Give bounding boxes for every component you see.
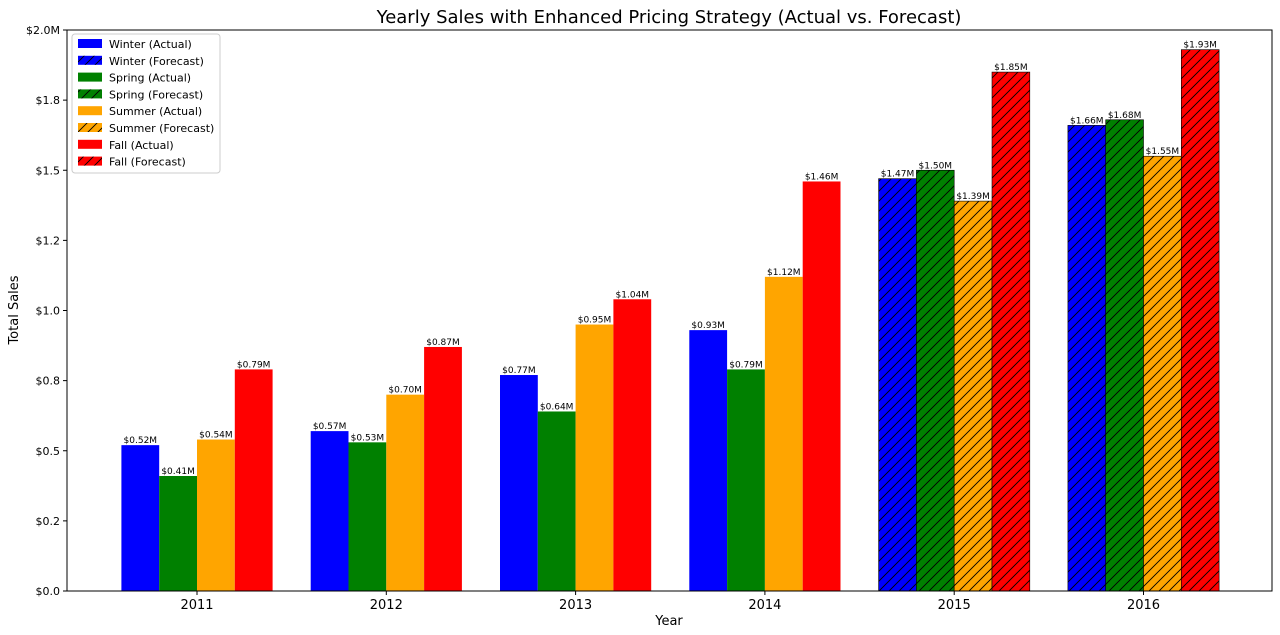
legend-entry-label: Summer (Actual): [109, 105, 202, 118]
legend: Winter (Actual) Winter (Forecast) Spring (…: [71, 33, 221, 174]
legend-entry-label: Winter (Actual): [109, 38, 192, 51]
y-tick-label: $0.8: [36, 375, 61, 388]
y-tick-label: $0.5: [36, 445, 61, 458]
bar-spring-2012: [348, 442, 387, 591]
bar-value-label: $1.68M: [1108, 111, 1142, 121]
bar-hatch-fall-2016: [1181, 49, 1220, 591]
bar-hatch-fall-2015: [992, 72, 1030, 591]
x-tick-label: 2015: [938, 598, 971, 613]
bar-hatch-summer-2015: [954, 201, 992, 592]
y-tick-label: $1.5: [36, 164, 61, 177]
bar-value-label: $0.70M: [388, 386, 422, 396]
bar-value-label: $0.77M: [502, 366, 536, 376]
legend-swatch-winter-actual: [78, 39, 102, 48]
x-tick-label: 2011: [180, 598, 213, 613]
legend-entry-label: Summer (Forecast): [109, 122, 214, 135]
bar-summer-2012: [386, 394, 425, 591]
bar-labels-group: $0.52M $0.41M $0.54M $0.79M $0.57M $0.53M $0.7…: [124, 41, 1217, 477]
legend-swatch-hatch: [78, 123, 102, 132]
y-tick-label: $1.8: [36, 94, 61, 107]
bar-winter-2011: [121, 445, 160, 591]
bar-spring-2014: [727, 369, 765, 591]
x-axis-label: Year: [654, 614, 683, 629]
x-tick-label: 2013: [559, 598, 592, 613]
x-axis: 2011 2012 2013 2014 2015 2016: [180, 591, 1160, 613]
bar-value-label: $0.79M: [237, 360, 271, 370]
bar-value-label: $0.79M: [729, 360, 763, 370]
bar-hatch-winter-2016: [1067, 125, 1106, 592]
legend-entry-label: Fall (Actual): [109, 139, 174, 152]
legend-entry-label: Spring (Actual): [109, 72, 191, 85]
y-tick-label: $1.2: [36, 234, 61, 247]
bar-hatch-winter-2015: [878, 178, 917, 592]
y-axis: $0.0 $0.2 $0.5 $0.8 $1.0 $1.2 $1.5 $1.8 $2.0M: [26, 24, 67, 598]
chart-title: Yearly Sales with Enhanced Pricing Strat…: [376, 7, 962, 28]
bar-fall-2011: [234, 369, 273, 591]
bar-winter-2013: [500, 375, 538, 591]
bar-hatch-summer-2016: [1143, 156, 1182, 591]
bar-winter-2012: [310, 431, 349, 591]
x-tick-label: 2014: [748, 598, 781, 613]
bar-value-label: $0.52M: [124, 436, 158, 446]
bar-value-label: $1.55M: [1146, 147, 1180, 157]
bar-value-label: $1.04M: [616, 290, 650, 300]
bar-summer-2014: [764, 276, 803, 591]
bar-value-label: $0.53M: [351, 433, 385, 443]
y-tick-label: $0.2: [36, 515, 61, 528]
bar-value-label: $1.12M: [767, 268, 801, 278]
legend-entry-label: Fall (Forecast): [109, 156, 186, 169]
legend-entry-label: Spring (Forecast): [109, 88, 203, 101]
y-axis-label: Total Sales: [7, 275, 22, 345]
bar-hatch-spring-2015: [916, 170, 955, 591]
bar-spring-2011: [159, 475, 197, 591]
bar-fall-2013: [613, 299, 652, 591]
bar-value-label: $0.41M: [161, 467, 195, 477]
bar-value-label: $0.93M: [691, 321, 725, 331]
bar-value-label: $1.85M: [994, 63, 1028, 73]
bar-spring-2013: [537, 411, 576, 591]
bar-summer-2011: [197, 439, 235, 591]
bar-summer-2013: [575, 324, 614, 591]
bar-value-label: $0.64M: [540, 402, 574, 412]
x-tick-label: 2016: [1127, 598, 1160, 613]
bar-value-label: $1.39M: [956, 192, 990, 202]
x-tick-label: 2012: [370, 598, 403, 613]
legend-swatch-fall-actual: [78, 139, 102, 149]
legend-box: [71, 33, 221, 174]
bar-winter-2014: [689, 330, 728, 591]
y-tick-label: $2.0M: [26, 24, 60, 37]
legend-swatch-spring-actual: [78, 72, 102, 82]
bar-hatch-spring-2016: [1105, 119, 1144, 591]
bar-value-label: $0.95M: [578, 316, 612, 326]
bar-value-label: $1.66M: [1070, 116, 1104, 126]
bar-value-label: $1.50M: [919, 161, 953, 171]
bar-value-label: $1.47M: [881, 170, 915, 180]
bar-value-label: $0.57M: [313, 422, 347, 432]
bar-fall-2014: [802, 181, 841, 591]
bar-value-label: $0.87M: [426, 338, 460, 348]
legend-swatch-summer-actual: [78, 106, 102, 116]
bars-group: [121, 49, 1220, 592]
legend-swatch-hatch: [78, 55, 102, 65]
y-tick-label: $0.0: [36, 585, 61, 598]
y-tick-label: $1.0: [36, 305, 61, 318]
bar-value-label: $0.54M: [199, 431, 233, 441]
bar-value-label: $1.93M: [1183, 41, 1217, 51]
legend-entry-label: Winter (Forecast): [109, 55, 204, 68]
bar-fall-2012: [424, 346, 462, 591]
legend-swatch-hatch: [78, 89, 102, 99]
legend-swatch-hatch: [78, 156, 102, 166]
bar-value-label: $1.46M: [805, 172, 839, 182]
